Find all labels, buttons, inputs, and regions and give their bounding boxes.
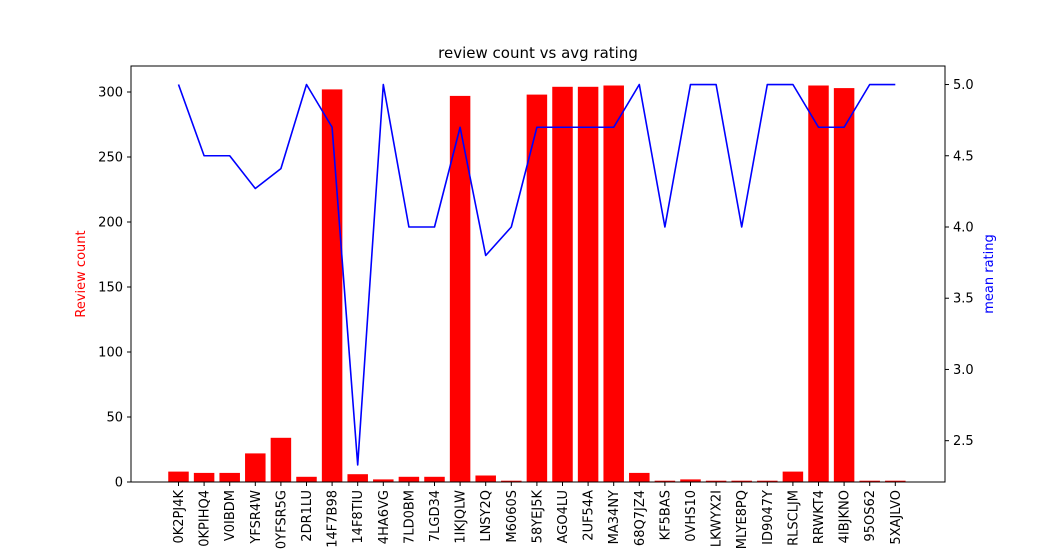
bar-M6060S xyxy=(501,480,522,482)
x-tick-label: 4HA6VG xyxy=(377,490,392,544)
bar-AGO4LU xyxy=(552,86,573,483)
x-tick-label: LNSY2Q xyxy=(479,490,494,542)
x-tick-label: AGO4LU xyxy=(556,490,571,543)
x-tick-label: ID9047Y xyxy=(761,490,776,545)
bar-0K2PJ4K xyxy=(168,471,189,482)
x-tick-label: 1IKJQLW xyxy=(454,490,469,544)
x-tick-label: 2DR1LU xyxy=(300,490,315,542)
bar-4HA6VG xyxy=(373,479,394,482)
right-tick-label: 4.0 xyxy=(953,220,974,235)
left-axis-label: Review count xyxy=(74,230,89,317)
x-tick-label: 0YFSR5G xyxy=(274,490,289,549)
bar-LKWYX2I xyxy=(705,480,727,482)
x-tick-label: M6060S xyxy=(505,490,520,543)
right-tick-label: 5.0 xyxy=(953,78,974,93)
right-axis-ticks: 2.5 3.0 3.5 4.0 4.5 5.0 xyxy=(945,78,974,449)
bar-YFSR4W xyxy=(245,453,266,482)
bar-14F8TIU xyxy=(347,474,368,482)
x-tick-label: RRWKT4 xyxy=(812,490,827,544)
left-axis-ticks: 0 50 100 150 200 250 300 xyxy=(98,86,131,491)
bar-5XAJLVO xyxy=(885,480,906,482)
x-axis-ticks: 0K2PJ4K 0KPIHQ4 V0IBDM YFSR4W 0YFSR5G 2DR1LU 1… xyxy=(172,482,904,549)
plot-frame xyxy=(130,65,946,483)
left-tick-label: 250 xyxy=(98,151,123,166)
bar-95OS62 xyxy=(859,480,880,482)
bar-RRWKT4 xyxy=(808,85,829,482)
bar-LNSY2Q xyxy=(475,475,496,482)
left-tick-label: 200 xyxy=(98,216,123,231)
x-tick-label: 68Q7JZ4 xyxy=(633,490,648,546)
bar-2UF54A xyxy=(577,86,599,483)
bar-ID9047Y xyxy=(757,480,778,482)
bar-V0IBDM xyxy=(219,472,240,482)
bar-KF5BAS xyxy=(654,480,676,482)
x-tick-label: 0KPIHQ4 xyxy=(198,490,213,547)
x-tick-label: 14F7B98 xyxy=(326,490,341,548)
x-tick-label: V0IBDM xyxy=(223,490,238,541)
bar-7LD0BM xyxy=(398,476,420,482)
bar-0KPIHQ4 xyxy=(193,472,215,482)
right-tick-label: 4.5 xyxy=(953,149,974,164)
left-tick-label: 100 xyxy=(98,346,123,361)
x-tick-label: 7LGD34 xyxy=(428,490,443,542)
x-tick-label: 0K2PJ4K xyxy=(172,490,187,544)
x-tick-label: 58YEJ5K xyxy=(530,490,545,544)
bar-1IKJQLW xyxy=(449,95,471,483)
x-tick-label: 7LD0BM xyxy=(402,490,417,544)
mean-rating-line xyxy=(177,83,896,466)
x-tick-label: YFSR4W xyxy=(249,490,264,545)
rating-line-series xyxy=(177,83,896,466)
bar-series xyxy=(168,85,906,483)
bar-0VHS10 xyxy=(680,479,701,482)
x-tick-label: RLSCLJM xyxy=(786,490,801,546)
bar-RLSCLJM xyxy=(782,471,804,482)
bar-MLYE8PQ xyxy=(731,480,752,482)
left-tick-label: 50 xyxy=(106,411,123,426)
x-tick-label: MLYE8PQ xyxy=(735,490,750,549)
x-tick-label: LKWYX2I xyxy=(710,490,725,547)
x-tick-label: 95OS62 xyxy=(863,490,878,542)
bar-58YEJ5K xyxy=(526,94,548,482)
bar-68Q7JZ4 xyxy=(629,472,650,482)
bar-4IBJKNO xyxy=(833,88,855,482)
left-tick-label: 150 xyxy=(98,281,123,296)
x-tick-label: KF5BAS xyxy=(658,490,673,540)
right-tick-label: 2.5 xyxy=(953,434,974,449)
bar-2DR1LU xyxy=(296,476,317,482)
x-tick-label: 2UF54A xyxy=(582,490,597,541)
right-axis-label: mean rating xyxy=(982,234,997,314)
right-tick-label: 3.0 xyxy=(953,363,974,378)
left-tick-label: 300 xyxy=(98,86,123,101)
x-tick-label: MA34NY xyxy=(607,490,622,544)
bar-14F7B98 xyxy=(321,89,343,483)
x-tick-label: 4IBJKNO xyxy=(838,490,853,543)
bar-7LGD34 xyxy=(424,476,445,482)
chart-title: review count vs avg rating xyxy=(438,44,638,62)
left-tick-label: 0 xyxy=(115,476,123,491)
right-tick-label: 3.5 xyxy=(953,292,974,307)
bar-MA34NY xyxy=(603,85,624,482)
x-tick-label: 0VHS10 xyxy=(684,490,699,542)
bar-0YFSR5G xyxy=(270,437,292,482)
x-tick-label: 14F8TIU xyxy=(351,490,366,544)
x-tick-label: 5XAJLVO xyxy=(889,490,904,545)
